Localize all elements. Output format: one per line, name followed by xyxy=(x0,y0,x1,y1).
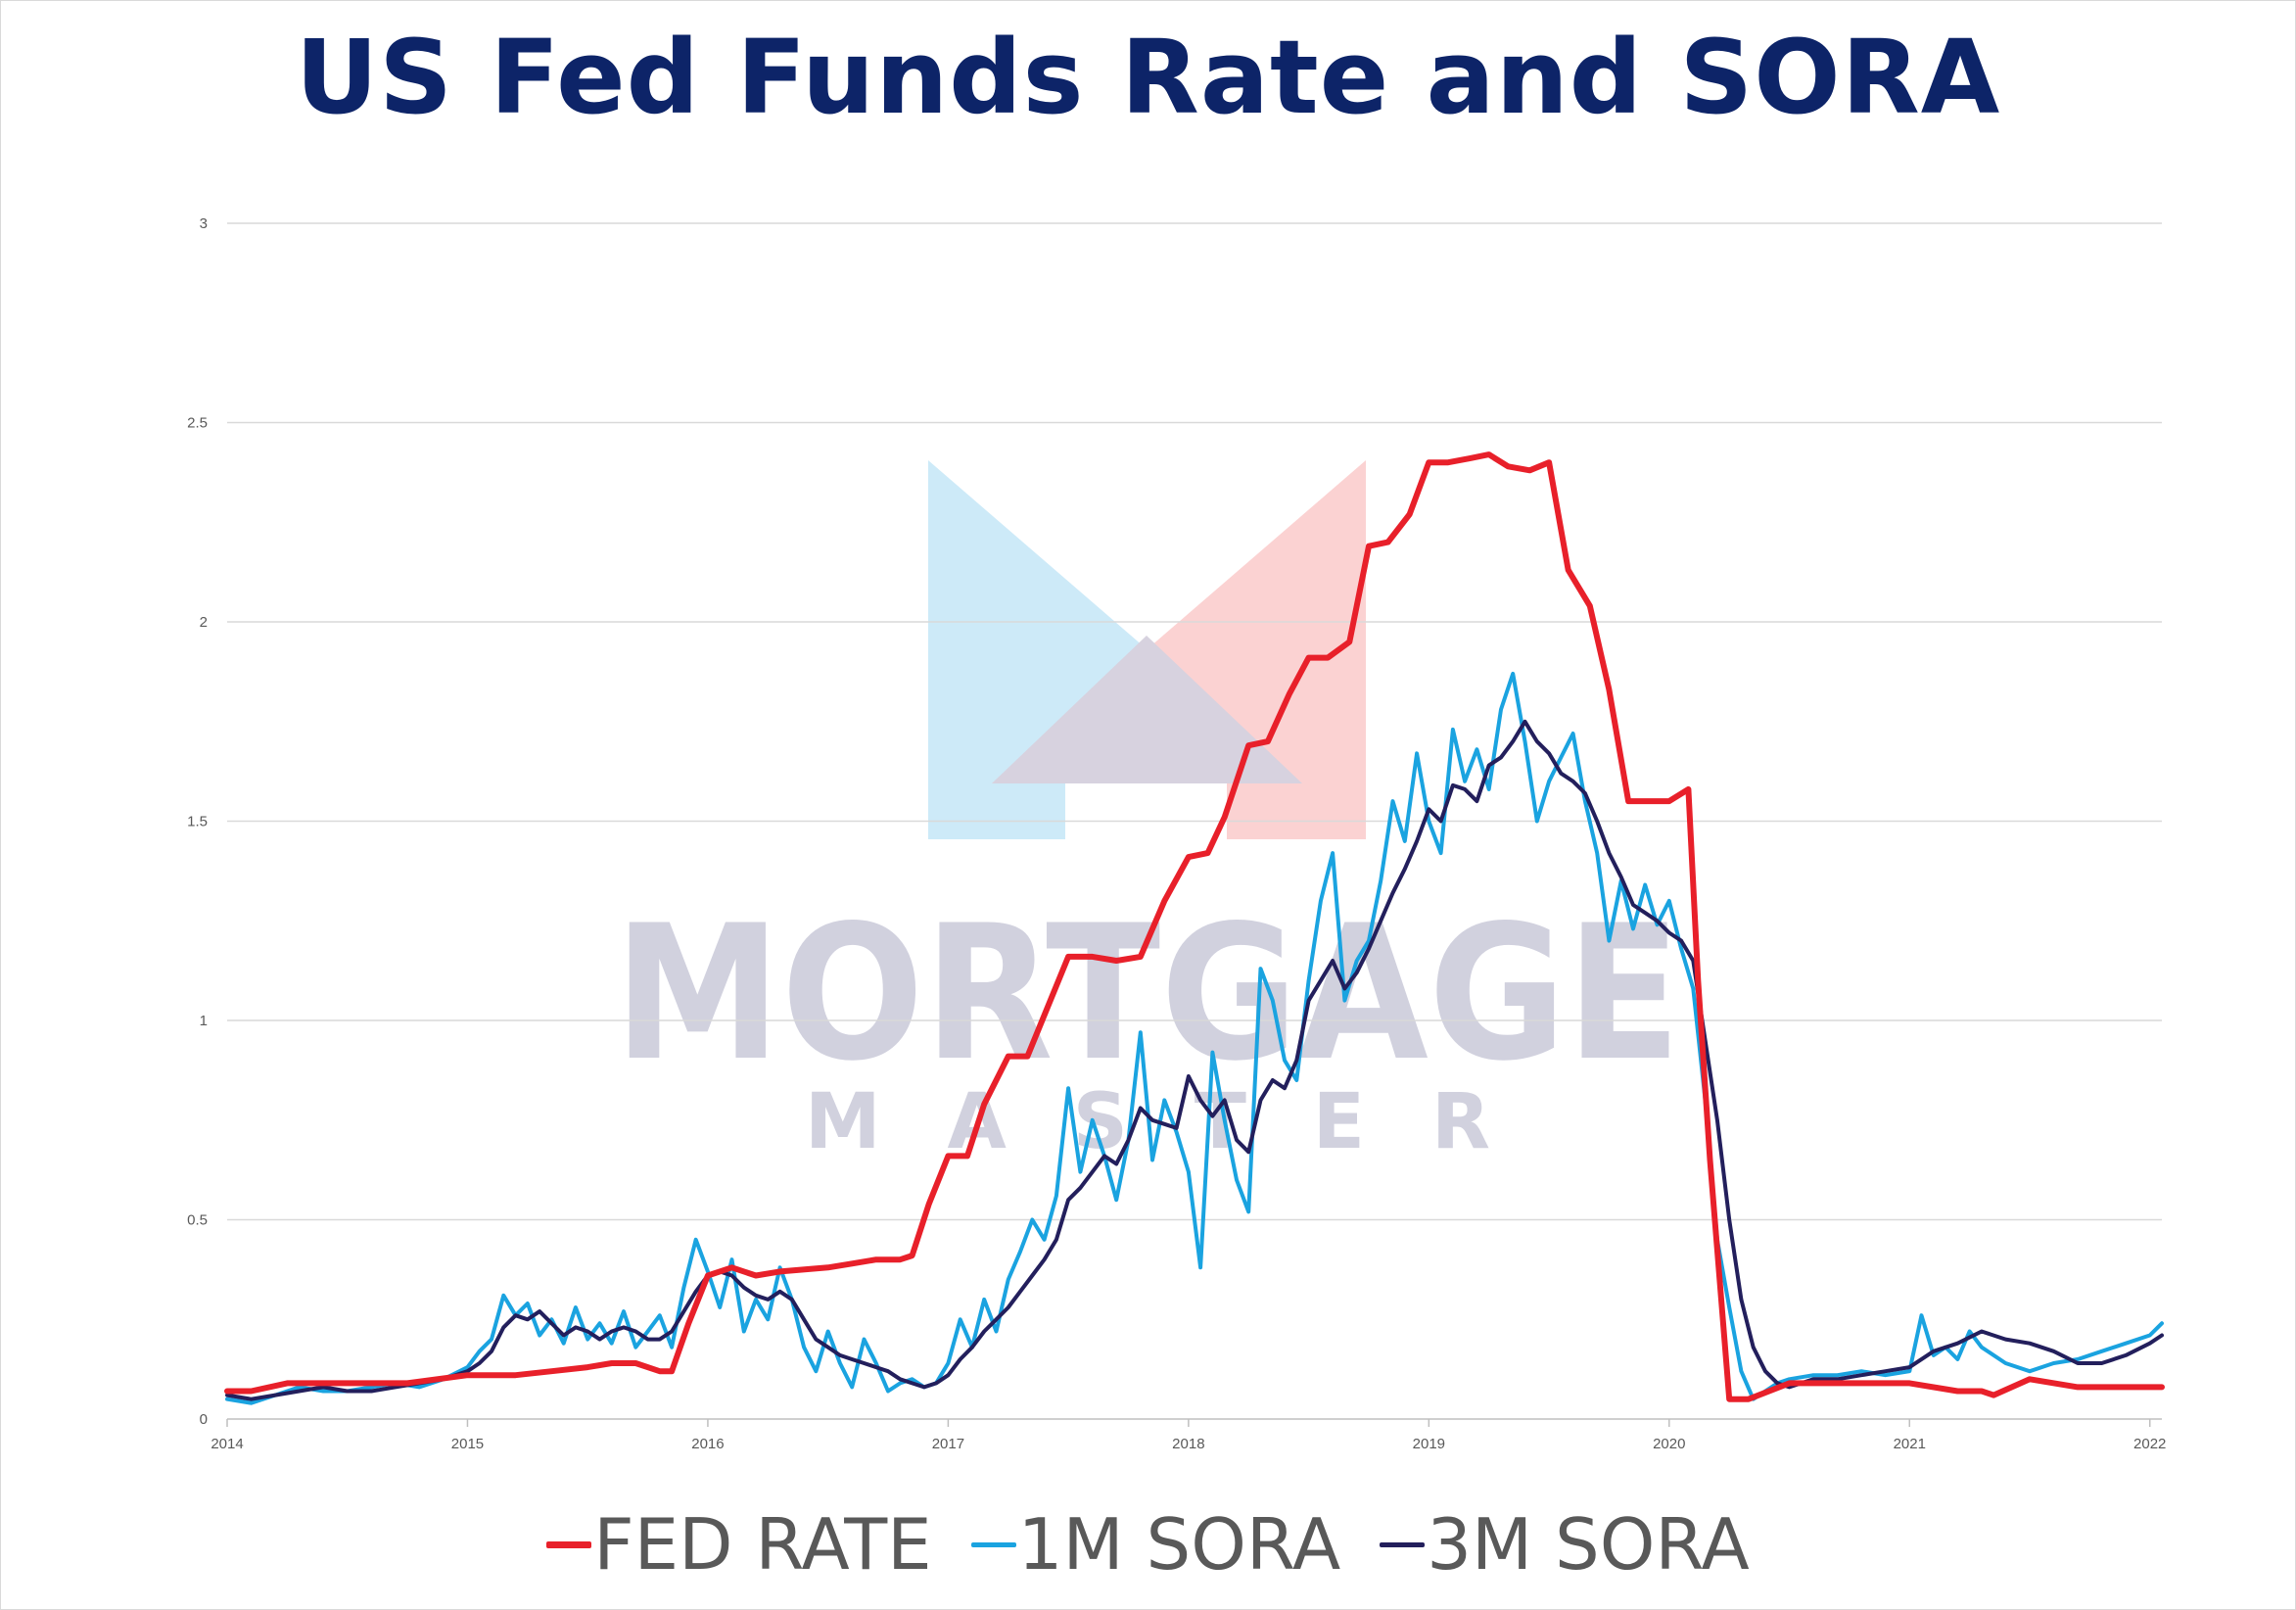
x-tick-label-6: 2020 xyxy=(1653,1436,1685,1452)
legend-label-fed-rate: FED RATE xyxy=(593,1503,932,1586)
y-tick-label-1: 0.5 xyxy=(187,1212,208,1229)
watermark-logo-overlap xyxy=(992,636,1302,783)
series-layer xyxy=(224,451,2165,1405)
series-line-fed-rate xyxy=(224,451,2165,1402)
x-tick-label-1: 2015 xyxy=(451,1436,484,1452)
legend-swatch-3m-sora xyxy=(1380,1541,1426,1547)
legend-label-3m-sora: 3M SORA xyxy=(1427,1503,1750,1586)
x-tick-label-2: 2016 xyxy=(691,1436,724,1452)
y-tick-label-5: 2.5 xyxy=(187,415,208,432)
legend-item-fed-rate: FED RATE xyxy=(546,1503,932,1586)
mortgage-master-watermark: MORTGAGE M A S T E R xyxy=(614,460,1681,1166)
legend: FED RATE 1M SORA 3M SORA xyxy=(0,1503,2296,1586)
watermark-word-mortgage: MORTGAGE xyxy=(614,885,1681,1102)
legend-swatch-fed-rate xyxy=(546,1540,592,1548)
legend-label-1m-sora: 1M SORA xyxy=(1017,1503,1341,1586)
x-tick-label-3: 2017 xyxy=(932,1436,964,1452)
legend-item-3m-sora: 3M SORA xyxy=(1380,1503,1750,1586)
y-tick-label-3: 1.5 xyxy=(187,814,208,830)
x-tick-label-8: 2022 xyxy=(2133,1436,2166,1452)
y-tick-label-2: 1 xyxy=(200,1013,208,1029)
legend-swatch-1m-sora xyxy=(970,1541,1016,1547)
x-tick-label-4: 2018 xyxy=(1172,1436,1204,1452)
x-tick-label-5: 2019 xyxy=(1413,1436,1445,1452)
x-tick-label-0: 2014 xyxy=(211,1436,243,1452)
legend-item-1m-sora: 1M SORA xyxy=(970,1503,1341,1586)
y-tick-label-0: 0 xyxy=(200,1411,208,1428)
y-tick-label-4: 2 xyxy=(200,614,208,631)
y-tick-label-6: 3 xyxy=(200,215,208,232)
x-tick-label-7: 2021 xyxy=(1894,1436,1926,1452)
chart-title: US Fed Funds Rate and SORA xyxy=(295,18,2001,137)
series-line-3m-sora xyxy=(225,719,2164,1401)
axes: 0 0.5 1 1.5 2 2.5 3 2014 2015 2016 2017 2018 2019 202… xyxy=(187,215,2166,1452)
series-line-1m-sora xyxy=(225,671,2164,1405)
